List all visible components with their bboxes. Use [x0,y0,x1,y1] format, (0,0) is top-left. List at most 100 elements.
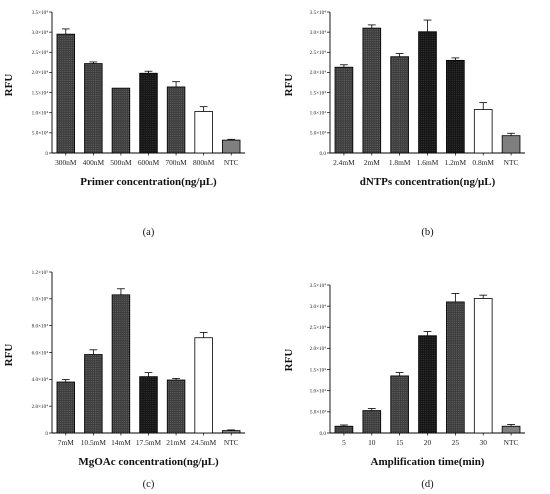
panel-label: (a) [143,227,155,238]
y-tick-label: 0 [45,431,48,437]
y-tick-label: 1.2×10⁵ [32,270,49,276]
bar-5 [166,379,186,434]
chart-panel-3: 0 2.0×10⁴ 4.0×10⁴ 6.0×10⁴ 8.0×10⁴ 1.0×10⁵ 1.2×… [3,270,245,490]
y-tick-label: 3.0×10⁴ [310,30,327,36]
bar-5 [446,301,465,434]
y-tick-label: 1.0×10⁴ [32,111,49,117]
bar-5 [166,86,186,154]
y-tick-label: 2.5×10⁴ [32,50,49,56]
y-axis-title: RFU [283,74,295,97]
bar-3 [111,87,131,154]
bar-1 [56,381,76,434]
y-tick-label: 1.5×10⁴ [32,90,49,96]
bar-3 [111,294,131,434]
bar-6 [194,111,213,154]
bar-1 [56,33,76,154]
x-category-label: 1.8mM [389,158,411,167]
x-category-label: NTC [504,158,519,167]
y-tick-label: 1.0×10⁵ [32,297,49,303]
bar-7 [221,139,241,154]
x-axis-title: dNTPs concentration(ng/μL) [360,176,496,188]
y-tick-label: 2.0×10⁴ [32,70,49,76]
bar-1 [334,425,354,434]
y-tick-label: 0.0 [320,151,327,157]
x-axis-title: Amplification time(min) [371,456,485,468]
bar-2 [362,410,382,434]
panel-label: (c) [143,479,155,490]
bar-5 [446,59,465,154]
x-category-label: 500nM [110,158,132,167]
bar-4 [139,376,158,434]
y-tick-label: 1.0×10⁴ [310,111,327,117]
x-category-label: NTC [224,158,239,167]
x-axis-title: MgOAc concentration(ng/μL) [78,456,219,468]
y-axis-title: RFU [283,349,295,372]
x-category-label: 14mM [111,438,131,447]
x-category-label: NTC [224,438,239,447]
bar-6 [473,298,493,434]
y-tick-label: 2.0×10⁴ [310,70,327,76]
x-category-label: 21mM [166,438,186,447]
x-category-label: NTC [504,438,519,447]
x-category-label: 400nM [83,158,105,167]
bar-6 [194,337,213,434]
x-category-label: 700nM [165,158,187,167]
y-tick-label: 2.0×10⁴ [310,346,327,352]
bar-7 [501,425,521,434]
y-tick-label: 3.5×10⁴ [310,283,327,289]
y-tick-label: 6.0×10⁴ [32,350,49,356]
x-category-label: 20 [424,438,432,447]
bar-4 [418,335,437,434]
bar-4 [139,72,158,154]
x-category-label: 1.6mM [417,158,439,167]
x-category-label: 25 [452,438,460,447]
bar-2 [84,63,103,154]
bar-4 [418,31,437,154]
x-category-label: 24.5mM [191,438,217,447]
x-category-label: 2mM [364,158,380,167]
y-tick-label: 5.0×10³ [310,410,327,416]
bar-7 [501,135,521,154]
y-tick-label: 1.0×10⁴ [310,389,327,395]
chart-panel-1: 0 5.0×10³ 1.0×10⁴ 1.5×10⁴ 2.0×10⁴ 2.5×10⁴ 3.0×… [3,10,245,238]
y-tick-label: 0 [45,151,48,157]
x-category-label: 17.5mM [136,438,162,447]
x-category-label: 10 [368,438,376,447]
y-tick-label: 0.0 [320,431,327,437]
panel-label: (d) [421,479,434,490]
y-axis-title: RFU [3,74,15,97]
y-tick-label: 2.0×10⁴ [32,404,49,410]
chart-panel-2: 0.0 5.0×10³ 1.0×10⁴ 1.5×10⁴ 2.0×10⁴ 2.5×10⁴ 3.… [283,10,525,238]
x-category-label: 1.2mM [445,158,467,167]
y-tick-label: 3.5×10⁴ [32,10,49,16]
bar-2 [362,27,382,154]
x-category-label: 10.5mM [81,438,107,447]
bar-6 [473,109,493,154]
bar-2 [84,354,103,434]
y-tick-label: 2.5×10⁴ [310,50,327,56]
x-axis-title: Primer concentration(ng/μL) [80,176,217,188]
chart-panel-4: 0.0 5.0×10³ 1.0×10⁴ 1.5×10⁴ 2.0×10⁴ 2.5×10⁴ 3.… [283,283,525,490]
bar-1 [334,66,354,154]
x-category-label: 0.8mM [472,158,494,167]
x-category-label: 7mM [58,438,74,447]
y-tick-label: 1.5×10⁴ [310,367,327,373]
x-category-label: 5 [342,438,346,447]
y-tick-label: 3.0×10⁴ [310,304,327,310]
x-category-label: 300nM [55,158,77,167]
x-category-label: 800nM [193,158,215,167]
x-category-label: 2.4mM [333,158,355,167]
bar-3 [390,56,409,154]
bar-7 [221,430,241,434]
panel-label: (b) [421,227,434,238]
y-tick-label: 5.0×10³ [310,131,327,137]
bar-3 [390,375,409,434]
y-tick-label: 3.0×10⁴ [32,30,49,36]
y-tick-label: 5.0×10³ [32,131,49,137]
y-axis-title: RFU [3,344,15,367]
x-category-label: 30 [480,438,488,447]
y-tick-label: 4.0×10⁴ [32,377,49,383]
x-category-label: 600nM [138,158,160,167]
x-category-label: 15 [396,438,404,447]
